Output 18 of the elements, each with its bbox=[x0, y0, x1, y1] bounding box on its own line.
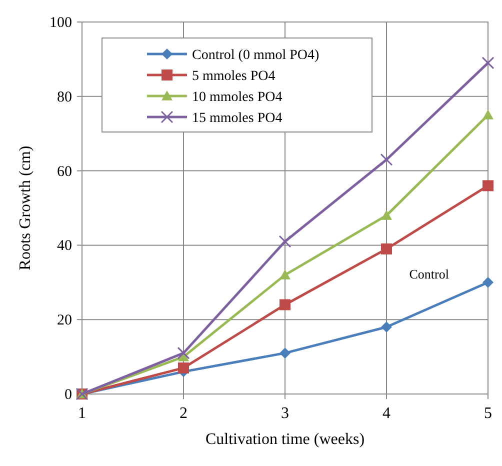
x-tick-label: 3 bbox=[281, 405, 289, 422]
y-tick-label: 0 bbox=[64, 387, 72, 403]
y-tick-label: 80 bbox=[57, 89, 72, 106]
x-tick-label: 1 bbox=[78, 405, 86, 422]
legend-label: 15 mmoles PO4 bbox=[192, 111, 282, 126]
x-tick-label: 2 bbox=[180, 405, 188, 422]
x-axis-title: Cultivation time (weeks) bbox=[205, 431, 365, 448]
legend-label: Control (0 mmol PO4) bbox=[192, 48, 320, 63]
y-tick-label: 60 bbox=[57, 164, 72, 180]
y-tick-label: 20 bbox=[57, 312, 72, 329]
y-tick-label: 100 bbox=[50, 15, 72, 31]
y-axis-title: Roots Growth (cm) bbox=[17, 146, 34, 270]
legend-label: 10 mmoles PO4 bbox=[192, 90, 282, 105]
legend-label: 5 mmoles PO4 bbox=[192, 69, 276, 84]
x-tick-label: 5 bbox=[484, 405, 492, 422]
annotation: Control bbox=[409, 266, 450, 282]
y-tick-label: 40 bbox=[57, 238, 72, 254]
x-tick-label: 4 bbox=[382, 405, 390, 422]
